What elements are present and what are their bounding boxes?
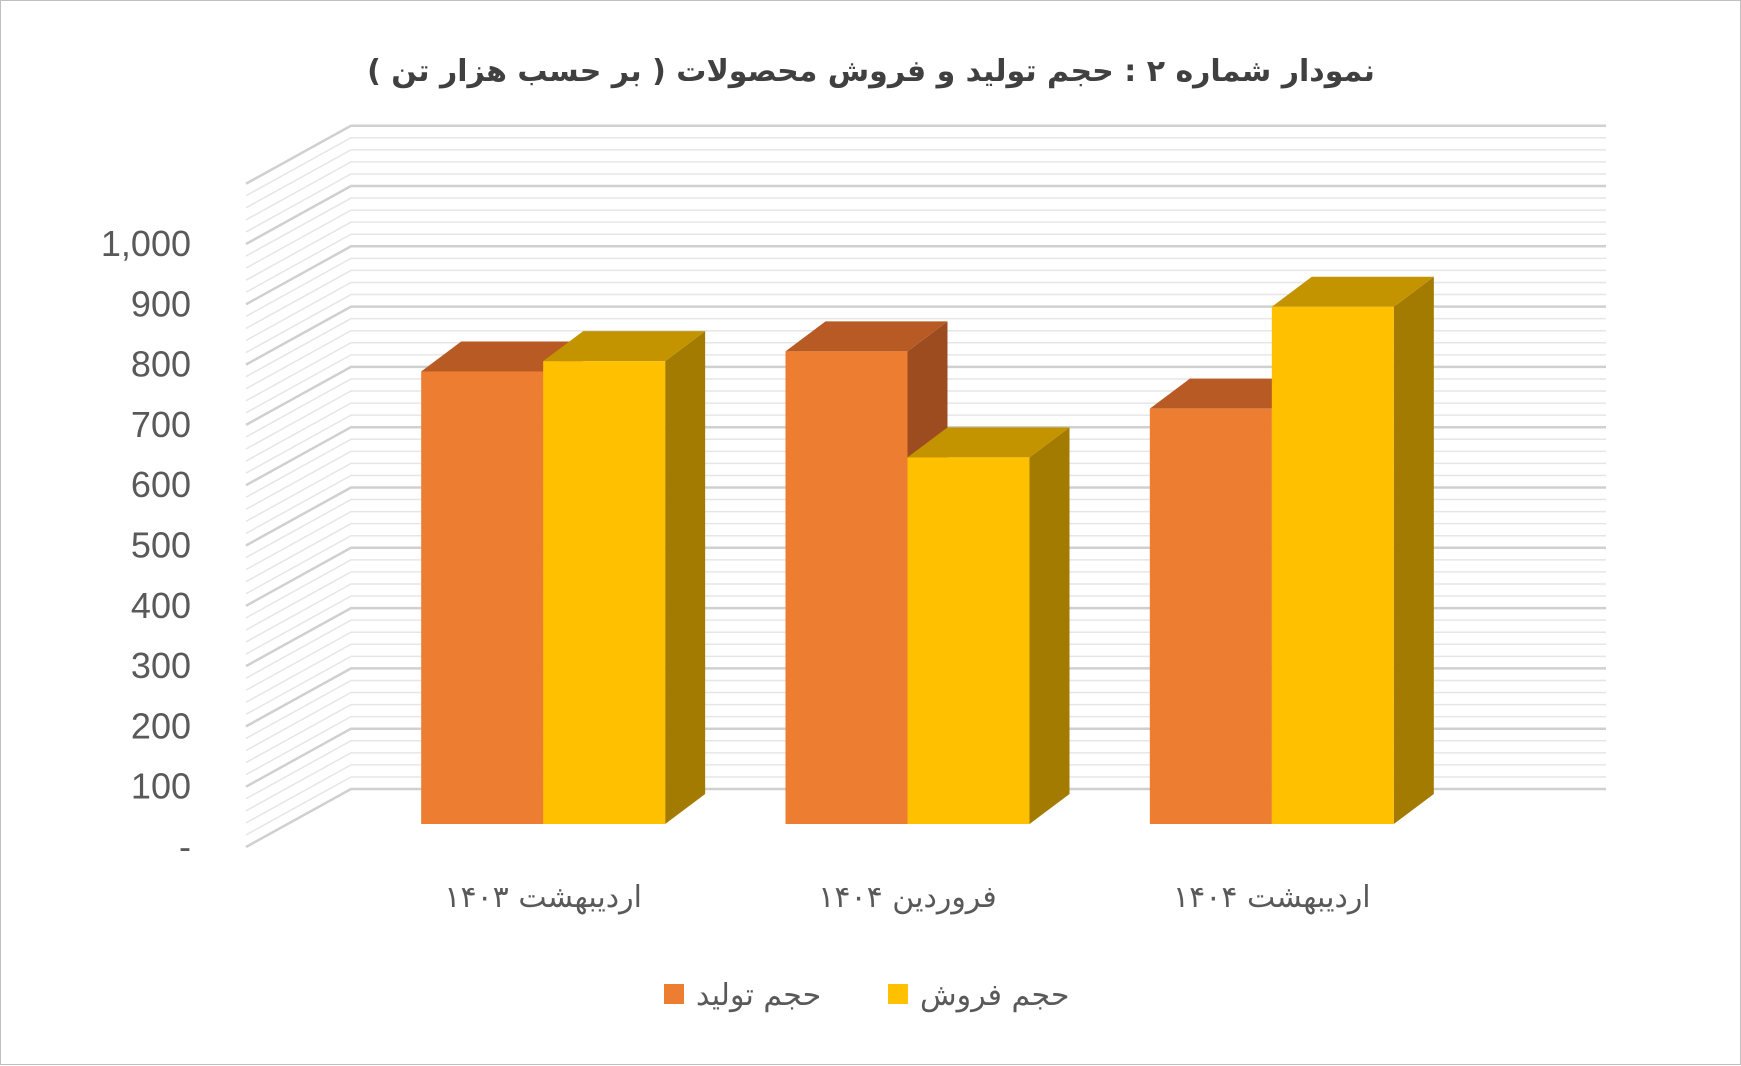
bar-side-1-2 [1393,276,1434,825]
y-tick-label: 500 [131,525,191,566]
minor-gridline [245,137,1606,197]
bar-top-1-1 [907,427,1070,458]
bar-0-1 [785,351,908,824]
major-gridline [245,124,1606,185]
major-gridline [245,305,1606,366]
y-tick-label: 100 [131,766,191,807]
y-tick-label: 200 [131,705,191,746]
minor-gridline [245,197,1606,257]
y-tick-label: 300 [131,645,191,686]
minor-gridline [245,209,1606,269]
y-axis-ticks: - 100 200 300 400 500 600 700 800 900 1,000 [101,223,191,867]
chart-walls [246,156,351,847]
bar-side-1-1 [1029,427,1070,824]
minor-gridline [245,378,1606,438]
minor-gridline [245,269,1606,330]
minor-gridline [245,281,1606,342]
major-gridline [245,365,1606,426]
minor-gridline [245,329,1606,390]
y-tick-label: - [179,826,191,867]
minor-gridline [245,317,1606,378]
bar-1-0 [543,361,666,824]
bar-side-1-0 [665,331,706,824]
minor-gridline [245,161,1606,221]
bar-top-0-0 [421,341,584,372]
major-gridline [245,245,1606,306]
legend-swatch-0 [664,984,684,1004]
x-axis-ticks: اردیبهشت ۱۴۰۳ فروردین ۱۴۰۴ اردیبهشت ۱۴۰۴ [444,880,1370,915]
minor-gridline [245,173,1606,233]
minor-gridline [245,233,1606,293]
bar-0-0 [421,371,544,824]
bar-1-2 [1271,306,1394,825]
bar-top-0-1 [785,321,948,352]
bar-top-0-2 [1149,378,1312,409]
x-tick-label: اردیبهشت ۱۴۰۳ [444,880,642,915]
bar-1-1 [907,457,1030,824]
minor-gridline [245,149,1606,209]
y-tick-label: 400 [131,585,191,626]
legend-label-1: حجم فروش [920,978,1069,1013]
chart-title: نمودار شماره ۲ : حجم تولید و فروش محصولا… [367,54,1375,89]
y-tick-label: 900 [131,283,191,324]
y-tick-label: 1,000 [101,223,191,264]
minor-gridline [245,342,1606,402]
side-wall [246,156,351,847]
legend-label-0: حجم تولید [696,978,821,1013]
bar-top-1-2 [1271,276,1434,307]
legend: حجم تولید حجم فروش [664,978,1069,1013]
legend-swatch-1 [888,984,908,1004]
major-gridline [245,184,1606,246]
minor-gridline [245,293,1606,354]
minor-gridline [245,354,1606,414]
minor-gridline [245,257,1606,318]
y-tick-label: 800 [131,344,191,385]
x-tick-label: فروردین ۱۴۰۴ [818,880,996,915]
bar-0-2 [1149,408,1272,824]
minor-gridline [245,221,1606,281]
y-tick-label: 600 [131,464,191,505]
y-tick-label: 700 [131,404,191,445]
x-tick-label: اردیبهشت ۱۴۰۴ [1173,880,1371,915]
bars [421,276,1434,825]
bar-top-1-0 [543,331,706,362]
